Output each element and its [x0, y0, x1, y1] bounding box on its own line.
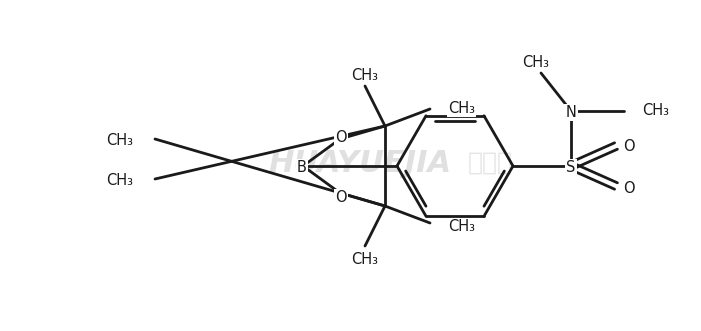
- Text: O: O: [335, 190, 347, 205]
- Text: CH₃: CH₃: [351, 252, 379, 267]
- Text: O: O: [623, 139, 635, 154]
- Text: N: N: [566, 105, 576, 120]
- Text: O: O: [335, 130, 347, 145]
- Text: S: S: [566, 160, 576, 175]
- Text: O: O: [623, 181, 635, 196]
- Text: CH₃: CH₃: [448, 219, 475, 234]
- Text: CH₃: CH₃: [351, 68, 379, 83]
- Text: CH₃: CH₃: [106, 173, 133, 188]
- Text: CH₃: CH₃: [522, 55, 550, 70]
- Text: CH₃: CH₃: [642, 103, 669, 118]
- Text: CH₃: CH₃: [106, 133, 133, 148]
- Text: CH₃: CH₃: [448, 101, 475, 116]
- Text: 化学加: 化学加: [468, 151, 512, 175]
- Text: HUAYUEJIA: HUAYUEJIA: [268, 149, 451, 177]
- Text: B: B: [297, 160, 307, 175]
